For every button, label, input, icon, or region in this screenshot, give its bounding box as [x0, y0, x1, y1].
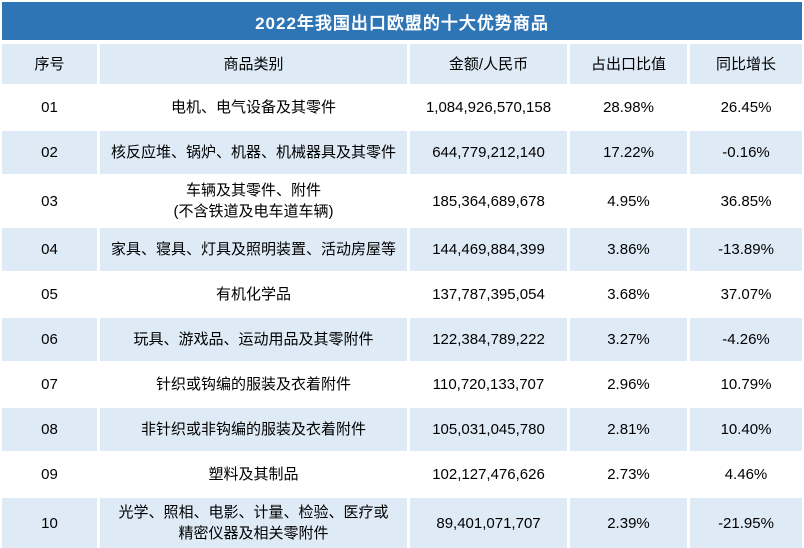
row-number-cell: 09	[2, 453, 97, 496]
share-cell: 2.96%	[570, 363, 687, 406]
growth-cell: 10.79%	[690, 363, 802, 406]
category-cell: 塑料及其制品	[100, 453, 407, 496]
growth-cell: -21.95%	[690, 498, 802, 548]
row-number-cell: 10	[2, 498, 97, 548]
amount-cell: 185,364,689,678	[410, 176, 567, 226]
table-row: 09 塑料及其制品 102,127,476,626 2.73% 4.46%	[2, 453, 802, 496]
growth-cell: -4.26%	[690, 318, 802, 361]
growth-cell: 36.85%	[690, 176, 802, 226]
category-cell: 核反应堆、锅炉、机器、机械器具及其零件	[100, 131, 407, 174]
share-cell: 3.86%	[570, 228, 687, 271]
share-cell: 17.22%	[570, 131, 687, 174]
amount-cell: 144,469,884,399	[410, 228, 567, 271]
category-cell: 玩具、游戏品、运动用品及其零附件	[100, 318, 407, 361]
amount-cell: 644,779,212,140	[410, 131, 567, 174]
share-cell: 2.73%	[570, 453, 687, 496]
share-cell: 28.98%	[570, 86, 687, 129]
column-header-category: 商品类别	[100, 44, 407, 84]
amount-cell: 122,384,789,222	[410, 318, 567, 361]
category-cell: 光学、照相、电影、计量、检验、医疗或 精密仪器及相关零附件	[100, 498, 407, 548]
row-number-cell: 05	[2, 273, 97, 316]
growth-cell: 26.45%	[690, 86, 802, 129]
category-cell: 家具、寝具、灯具及照明装置、活动房屋等	[100, 228, 407, 271]
row-number-cell: 02	[2, 131, 97, 174]
amount-cell: 102,127,476,626	[410, 453, 567, 496]
row-number-cell: 07	[2, 363, 97, 406]
table-title: 2022年我国出口欧盟的十大优势商品	[2, 2, 802, 40]
row-number-cell: 06	[2, 318, 97, 361]
table-row: 06 玩具、游戏品、运动用品及其零附件 122,384,789,222 3.27…	[2, 318, 802, 361]
table-header-row: 序号 商品类别 金额/人民币 占出口比值 同比增长	[2, 44, 802, 84]
column-header-growth: 同比增长	[690, 44, 802, 84]
category-cell: 车辆及其零件、附件 (不含铁道及电车道车辆)	[100, 176, 407, 226]
table-row: 10 光学、照相、电影、计量、检验、医疗或 精密仪器及相关零附件 89,401,…	[2, 498, 802, 548]
growth-cell: 10.40%	[690, 408, 802, 451]
share-cell: 3.27%	[570, 318, 687, 361]
table-row: 07 针织或钩编的服装及衣着附件 110,720,133,707 2.96% 1…	[2, 363, 802, 406]
table-body: 01 电机、电气设备及其零件 1,084,926,570,158 28.98% …	[2, 86, 802, 548]
share-cell: 3.68%	[570, 273, 687, 316]
amount-cell: 110,720,133,707	[410, 363, 567, 406]
table-row: 08 非针织或非钩编的服装及衣着附件 105,031,045,780 2.81%…	[2, 408, 802, 451]
amount-cell: 137,787,395,054	[410, 273, 567, 316]
growth-cell: 4.46%	[690, 453, 802, 496]
share-cell: 2.81%	[570, 408, 687, 451]
category-cell: 电机、电气设备及其零件	[100, 86, 407, 129]
row-number-cell: 03	[2, 176, 97, 226]
table-row: 04 家具、寝具、灯具及照明装置、活动房屋等 144,469,884,399 3…	[2, 228, 802, 271]
row-number-cell: 01	[2, 86, 97, 129]
row-number-cell: 08	[2, 408, 97, 451]
commodity-table: 序号 商品类别 金额/人民币 占出口比值 同比增长 01 电机、电气设备及其零件…	[2, 44, 802, 548]
category-cell: 非针织或非钩编的服装及衣着附件	[100, 408, 407, 451]
growth-cell: -0.16%	[690, 131, 802, 174]
table-row: 01 电机、电气设备及其零件 1,084,926,570,158 28.98% …	[2, 86, 802, 129]
table-row: 03 车辆及其零件、附件 (不含铁道及电车道车辆) 185,364,689,67…	[2, 176, 802, 226]
column-header-share: 占出口比值	[570, 44, 687, 84]
category-cell: 有机化学品	[100, 273, 407, 316]
table-row: 02 核反应堆、锅炉、机器、机械器具及其零件 644,779,212,140 1…	[2, 131, 802, 174]
share-cell: 2.39%	[570, 498, 687, 548]
column-header-index: 序号	[2, 44, 97, 84]
share-cell: 4.95%	[570, 176, 687, 226]
growth-cell: 37.07%	[690, 273, 802, 316]
category-cell: 针织或钩编的服装及衣着附件	[100, 363, 407, 406]
amount-cell: 1,084,926,570,158	[410, 86, 567, 129]
column-header-amount: 金额/人民币	[410, 44, 567, 84]
table-row: 05 有机化学品 137,787,395,054 3.68% 37.07%	[2, 273, 802, 316]
amount-cell: 89,401,071,707	[410, 498, 567, 548]
amount-cell: 105,031,045,780	[410, 408, 567, 451]
growth-cell: -13.89%	[690, 228, 802, 271]
row-number-cell: 04	[2, 228, 97, 271]
